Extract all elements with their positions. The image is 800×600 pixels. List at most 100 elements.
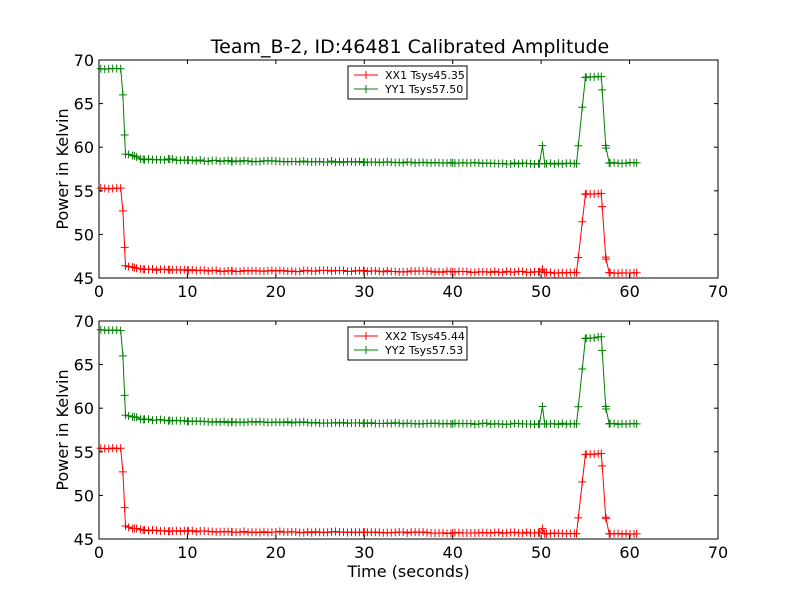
data-point (632, 158, 641, 167)
data-point (216, 418, 225, 427)
data-point (120, 503, 129, 512)
data-point (550, 160, 559, 169)
x-tick-label: 70 (708, 282, 728, 301)
data-point (572, 419, 581, 428)
data-point (572, 159, 581, 168)
data-point (152, 526, 161, 535)
data-point (118, 90, 127, 99)
data-point (188, 265, 197, 274)
data-point (299, 417, 308, 426)
data-point (522, 528, 531, 537)
data-point (192, 527, 201, 536)
x-tick-label: 30 (354, 282, 374, 301)
x-tick-label: 60 (619, 543, 639, 562)
data-point (610, 158, 619, 167)
data-point (622, 529, 631, 538)
data-point (315, 157, 324, 166)
data-point (494, 528, 503, 537)
data-point (212, 417, 221, 426)
data-point (542, 529, 551, 538)
data-point (558, 419, 567, 428)
data-point (399, 158, 408, 167)
data-point (526, 159, 535, 168)
data-point (200, 266, 209, 275)
data-point (450, 267, 459, 276)
data-point (598, 346, 607, 355)
x-tick-label: 0 (94, 282, 104, 301)
data-point (339, 266, 348, 275)
legend-label: XX1 Tsys45.35 (385, 69, 465, 82)
x-tick-label: 70 (708, 543, 728, 562)
y-tick-label: 70 (74, 51, 94, 70)
x-tick-label: 10 (177, 543, 197, 562)
data-point (486, 420, 495, 429)
data-point (610, 419, 619, 428)
data-point (546, 268, 555, 277)
x-tick-label: 20 (266, 282, 286, 301)
x-tick-label: 60 (619, 282, 639, 301)
legend-marker (362, 71, 370, 79)
data-point (438, 268, 447, 277)
data-point (116, 64, 125, 73)
y-tick-label: 45 (74, 269, 94, 288)
data-point (498, 159, 507, 168)
data-point (140, 525, 149, 534)
data-point (108, 444, 117, 453)
data-point (347, 157, 356, 166)
data-point (554, 420, 563, 429)
data-point (116, 184, 125, 193)
data-point (192, 157, 201, 166)
data-point (562, 420, 571, 429)
x-tick-label: 50 (531, 543, 551, 562)
y-tick-label: 70 (74, 312, 94, 331)
legend-label: YY1 Tsys57.50 (384, 83, 463, 96)
data-point (176, 527, 185, 536)
data-point (236, 157, 245, 166)
data-point (597, 332, 606, 341)
data-point (240, 527, 249, 536)
data-point (236, 528, 245, 537)
data-point (597, 72, 606, 81)
data-point (339, 158, 348, 167)
x-axis-label: Time (seconds) (346, 562, 469, 581)
series-line-1 (100, 187, 637, 274)
x-tick-label: 0 (94, 543, 104, 562)
data-point (120, 243, 129, 252)
y-tick-label: 65 (74, 95, 94, 114)
data-point (160, 156, 169, 165)
data-point (220, 267, 229, 276)
top-panel: 0 10 20 30 40 50 60 70 45 50 55 60 65 70 Power in Kelv… (53, 51, 728, 301)
data-point (212, 156, 221, 165)
data-point (188, 526, 197, 535)
data-point (474, 419, 483, 428)
data-point (228, 266, 237, 275)
data-point (220, 417, 229, 426)
data-point (602, 255, 611, 264)
data-point (498, 268, 507, 277)
data-point (550, 419, 559, 428)
data-point (311, 267, 320, 276)
y-tick-label: 60 (74, 399, 94, 418)
series-markers-2 (96, 64, 641, 169)
data-point (419, 528, 428, 537)
data-point (614, 420, 623, 429)
data-point (538, 402, 547, 411)
data-point (490, 267, 499, 276)
data-point (208, 418, 217, 427)
series-line-1 (100, 447, 637, 535)
x-tick-label: 40 (443, 543, 463, 562)
data-point (271, 528, 280, 537)
legend-box (347, 326, 468, 361)
data-point (275, 527, 284, 536)
data-point (144, 415, 153, 424)
x-tick-label: 50 (531, 282, 551, 301)
data-point (140, 155, 149, 164)
data-point (518, 267, 527, 276)
data-point (506, 419, 515, 428)
data-point (403, 267, 412, 276)
data-point (606, 268, 615, 277)
data-point (367, 418, 376, 427)
data-point (152, 266, 161, 275)
data-point (546, 159, 555, 168)
